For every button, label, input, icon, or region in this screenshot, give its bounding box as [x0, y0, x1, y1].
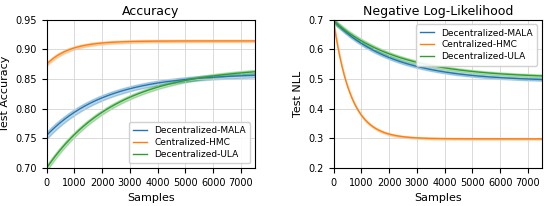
Decentralized-ULA	[331, 20, 337, 22]
Centralized-HMC	[501, 138, 508, 140]
Decentralized-ULA	[251, 70, 258, 73]
Decentralized-MALA	[443, 71, 449, 74]
Title: Negative Log-Likelihood: Negative Log-Likelihood	[362, 5, 513, 18]
Line: Decentralized-MALA: Decentralized-MALA	[334, 21, 542, 80]
X-axis label: Samples: Samples	[414, 193, 461, 203]
Decentralized-ULA	[142, 90, 149, 92]
Centralized-HMC	[454, 137, 461, 140]
Line: Decentralized-ULA: Decentralized-ULA	[47, 72, 255, 168]
Decentralized-MALA	[167, 80, 174, 82]
Decentralized-ULA	[501, 73, 508, 75]
Y-axis label: Test Accuracy: Test Accuracy	[0, 56, 10, 132]
Centralized-HMC	[144, 40, 150, 42]
Legend: Decentralized-MALA, Centralized-HMC, Decentralized-ULA: Decentralized-MALA, Centralized-HMC, Dec…	[129, 122, 250, 163]
Decentralized-MALA	[156, 82, 163, 84]
Decentralized-MALA	[142, 84, 149, 87]
Decentralized-ULA	[429, 64, 436, 67]
Centralized-HMC	[246, 40, 253, 42]
Legend: Decentralized-MALA, Centralized-HMC, Decentralized-ULA: Decentralized-MALA, Centralized-HMC, Dec…	[416, 24, 537, 66]
Centralized-HMC	[156, 40, 163, 42]
Decentralized-MALA	[251, 74, 258, 77]
Decentralized-MALA	[501, 77, 508, 79]
Y-axis label: Test NLL: Test NLL	[293, 71, 303, 117]
Line: Centralized-HMC: Centralized-HMC	[47, 41, 255, 64]
Centralized-HMC	[538, 138, 545, 140]
Decentralized-MALA	[534, 78, 540, 81]
Decentralized-ULA	[538, 75, 545, 77]
Decentralized-ULA	[43, 167, 50, 169]
Centralized-HMC	[251, 40, 258, 42]
Centralized-HMC	[43, 63, 50, 65]
Centralized-HMC	[167, 40, 174, 42]
Decentralized-MALA	[43, 134, 50, 137]
Decentralized-MALA	[246, 74, 253, 77]
Decentralized-MALA	[538, 78, 545, 81]
Title: Accuracy: Accuracy	[122, 5, 179, 18]
Decentralized-MALA	[431, 69, 437, 71]
Decentralized-ULA	[214, 74, 221, 77]
Decentralized-ULA	[443, 67, 449, 69]
Centralized-HMC	[142, 40, 149, 42]
Decentralized-MALA	[214, 76, 221, 78]
Decentralized-ULA	[431, 65, 437, 67]
Centralized-HMC	[214, 40, 221, 42]
Decentralized-MALA	[331, 20, 337, 22]
Centralized-HMC	[331, 21, 337, 24]
Centralized-HMC	[443, 137, 449, 140]
Decentralized-ULA	[534, 75, 540, 77]
Decentralized-MALA	[454, 73, 461, 75]
Decentralized-ULA	[454, 69, 461, 71]
Decentralized-MALA	[144, 84, 150, 86]
Decentralized-ULA	[246, 71, 253, 73]
Centralized-HMC	[534, 138, 540, 140]
Decentralized-ULA	[156, 85, 163, 88]
X-axis label: Samples: Samples	[127, 193, 174, 203]
Centralized-HMC	[431, 137, 437, 140]
Line: Centralized-HMC: Centralized-HMC	[334, 22, 542, 139]
Decentralized-MALA	[429, 69, 436, 71]
Decentralized-ULA	[167, 82, 174, 85]
Line: Decentralized-MALA: Decentralized-MALA	[47, 75, 255, 135]
Decentralized-ULA	[144, 89, 150, 92]
Line: Decentralized-ULA: Decentralized-ULA	[334, 21, 542, 76]
Centralized-HMC	[429, 137, 436, 140]
